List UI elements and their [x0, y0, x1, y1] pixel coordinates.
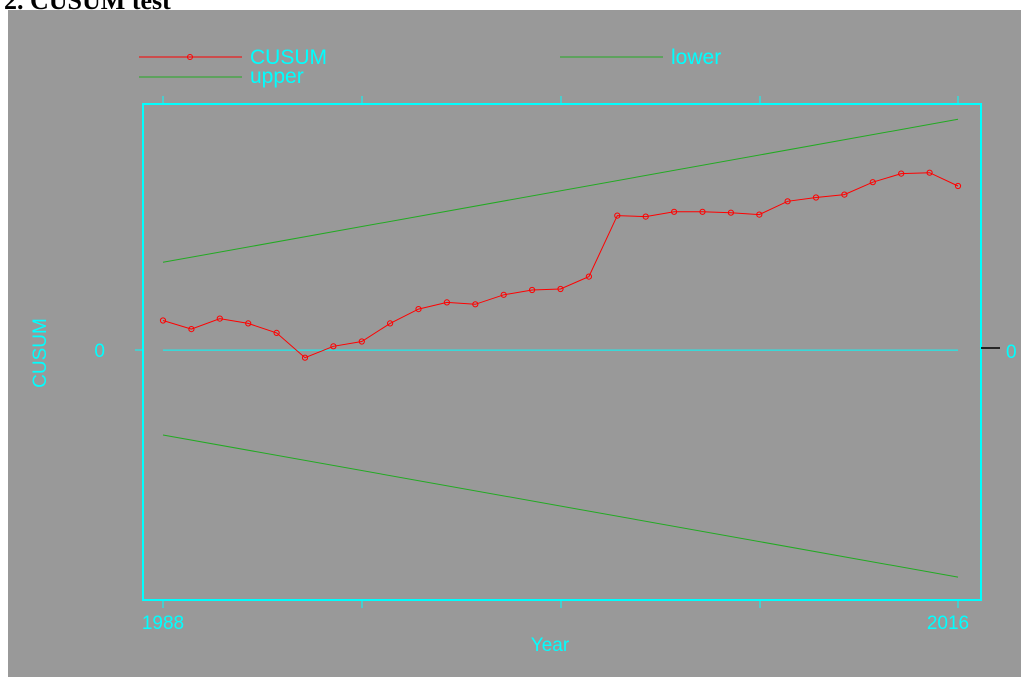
x-tick-label-2016: 2016: [927, 613, 969, 634]
data-point-cusum-2006: [671, 208, 678, 215]
data-point-cusum-1993: [301, 354, 309, 361]
data-point-cusum-2014: [898, 170, 905, 177]
legend-cusum-marker: [187, 54, 193, 60]
data-point-cusum-1990: [216, 315, 223, 322]
y-axis-title: CUSUM: [30, 318, 51, 388]
x-tick-label-1988: 1988: [142, 613, 184, 634]
chart-svg: CUSUM lower upper 1988: [30, 46, 1017, 656]
data-point-cusum-2013: [869, 179, 876, 186]
series-line-lower: [162, 434, 959, 578]
data-point-cusum-2016: [954, 182, 962, 190]
data-point-cusum-2015: [926, 169, 933, 176]
cusum-chart: CUSUM lower upper 1988: [8, 10, 1021, 677]
data-point-cusum-2000: [500, 291, 507, 298]
legend-cusum-label: CUSUM: [250, 46, 327, 69]
x-axis-ticks: [162, 96, 959, 608]
legend-item-lower: lower: [560, 46, 721, 69]
data-point-cusum-1992: [273, 329, 280, 336]
data-point-cusum-2002: [557, 285, 564, 293]
data-point-cusum-1995: [358, 338, 365, 345]
x-axis-title: Year: [531, 635, 570, 656]
data-point-cusum-2005: [642, 213, 649, 220]
data-point-cusum-1988: [159, 317, 167, 324]
y-tick-label-0: 0: [94, 341, 105, 362]
data-point-cusum-1996: [387, 320, 394, 327]
data-point-cusum-2011: [812, 194, 820, 201]
right-y-tick-label-0: 0: [1006, 342, 1017, 363]
data-point-cusum-2008: [727, 209, 735, 216]
legend: CUSUM lower upper: [139, 46, 721, 88]
data-point-cusum-1994: [330, 343, 337, 350]
data-point-cusum-2004: [614, 212, 621, 219]
data-point-cusum-2010: [784, 198, 791, 205]
plot-frame: [142, 103, 982, 601]
data-point-cusum-2009: [756, 211, 763, 218]
data-point-cusum-1998: [443, 299, 450, 306]
series-line-upper: [162, 118, 959, 263]
data-point-cusum-1997: [415, 306, 422, 313]
data-point-cusum-1999: [472, 301, 479, 308]
series-line-cusum: [162, 172, 959, 359]
data-point-cusum-1991: [245, 320, 252, 327]
legend-item-upper: upper: [139, 65, 304, 88]
data-point-cusum-1989: [188, 326, 195, 333]
series-layer: [159, 118, 962, 578]
legend-item-cusum: CUSUM: [139, 46, 327, 69]
data-point-cusum-2007: [699, 208, 706, 215]
legend-upper-label: upper: [250, 65, 304, 88]
data-point-cusum-2012: [841, 191, 848, 198]
legend-lower-label: lower: [671, 46, 721, 69]
data-point-cusum-2003: [585, 273, 593, 280]
data-point-cusum-2001: [529, 286, 536, 294]
